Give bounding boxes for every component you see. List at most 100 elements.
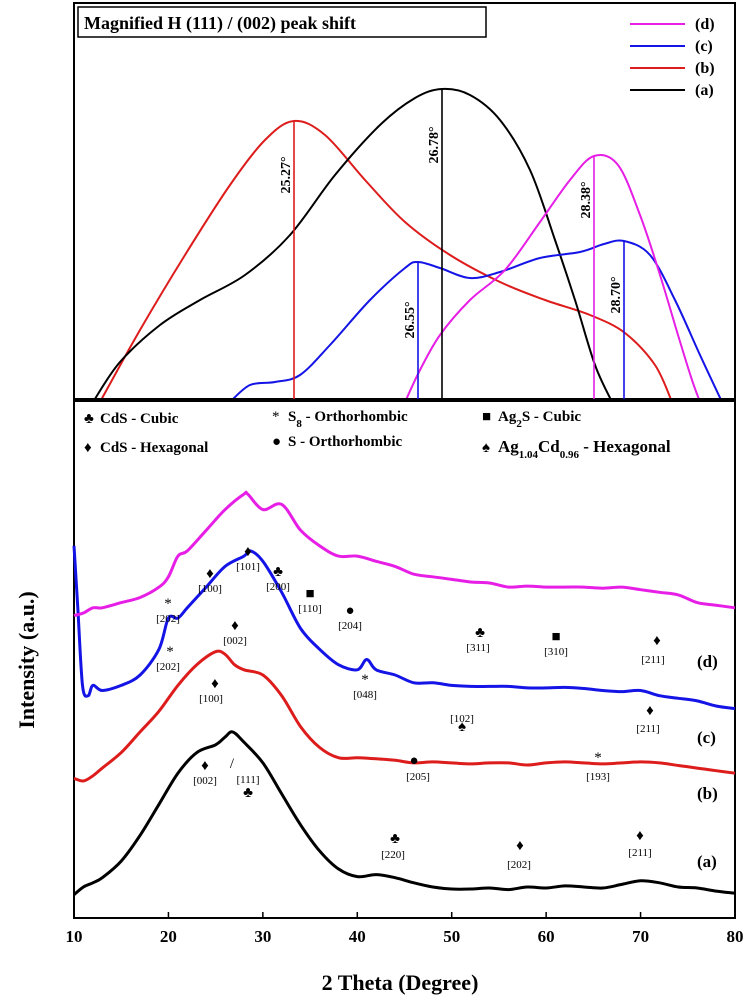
peak-annotation-symbol-6: ♣ [475, 625, 485, 641]
x-tick-label-40: 40 [349, 927, 366, 946]
x-tick-label-10: 10 [66, 927, 83, 946]
inset-peak-label-d: 28.38° [579, 181, 594, 218]
peak-annotation-symbol-16: / [230, 756, 235, 772]
inset-legend-label-c: (c) [695, 38, 713, 55]
xrd-curve-d [73, 490, 736, 618]
phase-legend-symbol-4: ■ [482, 409, 491, 425]
peak-annotation-symbol-5: ● [345, 603, 354, 619]
x-tick-label-80: 80 [727, 927, 744, 946]
inset-legend-label-d: (d) [695, 16, 715, 33]
phase-legend-text-5: Ag1.04Cd0.96 - Hexagonal [498, 437, 671, 461]
xrd-curve-c [72, 545, 736, 711]
peak-annotation-label-17: [111] [236, 774, 259, 786]
peak-annotation-label-4: [110] [298, 603, 321, 615]
x-tick-label-70: 70 [632, 927, 649, 946]
peak-annotation-symbol-19: * [594, 750, 602, 766]
peak-annotation-symbol-1: ♦ [206, 566, 214, 582]
main-chart: ♣ CdS - Cubic ♦ CdS - Hexagonal * S8 - Orthor… [14, 400, 744, 995]
peak-annotation-symbol-15: ♦ [201, 758, 209, 774]
phase-legend-symbol-2: * [272, 409, 280, 425]
peak-annotation-label-9: [202] [156, 661, 180, 673]
peak-annotation-symbol-7: ■ [551, 629, 560, 645]
peak-annotation-symbol-8: ♦ [653, 633, 661, 649]
inset-peak-label-c1: 26.55° [403, 301, 418, 338]
phase-legend-text-1: CdS - Hexagonal [100, 440, 208, 456]
inset-curve-a [94, 87, 612, 398]
peak-annotation-label-21: [202] [507, 859, 531, 871]
peak-annotation-symbol-17: ♣ [243, 785, 253, 801]
phase-legend-text-4: Ag2S - Cubic [498, 409, 581, 430]
peak-annotation-label-18: [205] [406, 771, 430, 783]
inset-peak-label-a: 26.78° [427, 126, 442, 163]
peak-annotation-label-10: [002] [223, 635, 247, 647]
phase-legend: ♣ CdS - Cubic ♦ CdS - Hexagonal * S8 - Orthor… [84, 409, 671, 461]
peak-annotation-label-15: [002] [193, 775, 217, 787]
phase-legend-text-0: CdS - Cubic [100, 411, 179, 427]
inset-peak-label-c2: 28.70° [609, 276, 624, 313]
peak-annotation-label-20: [220] [381, 849, 405, 861]
peak-annotation-symbol-0: * [164, 596, 172, 612]
phase-legend-symbol-3: ● [272, 434, 281, 450]
curve-labels: (d) (c) (b) (a) [697, 652, 718, 871]
x-axis: 10 20 30 40 50 60 70 80 [66, 912, 744, 946]
curve-label-1: (c) [697, 728, 716, 747]
inset-curve-c [232, 239, 722, 398]
peak-annotation-label-6: [311] [466, 642, 489, 654]
peak-annotation-label-22: [211] [628, 847, 651, 859]
peak-annotation-label-14: [100] [199, 693, 223, 705]
peak-annotation-symbol-2: ♦ [244, 544, 252, 560]
x-axis-label: 2 Theta (Degree) [322, 970, 479, 995]
peak-annotation-label-2: [101] [236, 561, 260, 573]
peak-annotations: *[202]♦[100]♦[101] ♣[200] ■[110] ●[204] ♣[31… [156, 544, 665, 871]
peak-annotation-symbol-9: * [166, 644, 174, 660]
phase-legend-text-3: S - Orthorhombic [288, 434, 403, 450]
peak-annotation-symbol-11: * [361, 672, 369, 688]
peak-annotation-label-19: [193] [586, 771, 610, 783]
peak-annotation-symbol-14: ♦ [211, 676, 219, 692]
peak-annotation-label-7: [310] [544, 646, 568, 658]
peak-annotation-label-11: [048] [353, 689, 377, 701]
inset-legend-label-a: (a) [695, 82, 714, 99]
peak-annotation-symbol-12: ♠ [458, 719, 466, 735]
inset-title-box [77, 6, 487, 38]
phase-legend-text-2: S8 - Orthorhombic [288, 409, 408, 430]
peak-annotation-symbol-4: ■ [305, 586, 314, 602]
peak-annotation-symbol-21: ♦ [516, 838, 524, 854]
phase-legend-symbol-5: ♠ [482, 440, 490, 456]
phase-legend-symbol-0: ♣ [84, 411, 94, 427]
peak-annotation-symbol-18: ● [409, 753, 418, 769]
xrd-curve-b [73, 649, 736, 783]
peak-annotation-symbol-22: ♦ [636, 828, 644, 844]
x-tick-label-50: 50 [443, 927, 460, 946]
peak-annotation-symbol-20: ♣ [390, 831, 400, 847]
inset-peak-label-b: 25.27° [279, 156, 294, 193]
peak-annotation-symbol-10: ♦ [231, 618, 239, 634]
x-tick-label-20: 20 [160, 927, 177, 946]
inset-title: Magnified H (111) / (002) peak shift [84, 13, 356, 34]
peak-annotation-symbol-3: ♣ [273, 564, 283, 580]
peak-annotation-label-0: [202] [156, 613, 180, 625]
peak-annotation-label-5: [204] [338, 620, 362, 632]
xrd-curve-a [73, 730, 736, 896]
curve-label-3: (a) [697, 852, 717, 871]
inset-peak-labels: 25.27° 26.78° 26.55° 28.70° 28.38° [279, 126, 624, 338]
inset-frame [73, 2, 736, 400]
peak-annotation-label-3: [200] [266, 581, 290, 593]
main-curves [72, 490, 736, 896]
peak-annotation-label-8: [211] [641, 654, 664, 666]
peak-annotation-label-13: [211] [636, 723, 659, 735]
inset-chart: Magnified H (111) / (002) peak shift (d)… [73, 2, 736, 400]
phase-legend-symbol-1: ♦ [84, 440, 92, 456]
inset-legend: (d) (c) (b) (a) [630, 16, 715, 99]
x-tick-label-30: 30 [254, 927, 271, 946]
x-tick-label-60: 60 [538, 927, 555, 946]
inset-peak-lines [293, 89, 625, 399]
inset-curve-b [101, 119, 672, 398]
main-plot-frame [73, 400, 736, 919]
curve-label-0: (d) [697, 652, 718, 671]
peak-annotation-symbol-13: ♦ [646, 703, 654, 719]
inset-legend-label-b: (b) [695, 60, 715, 77]
y-axis-label: Intensity (a.u.) [14, 591, 39, 729]
curve-label-2: (b) [697, 784, 718, 803]
